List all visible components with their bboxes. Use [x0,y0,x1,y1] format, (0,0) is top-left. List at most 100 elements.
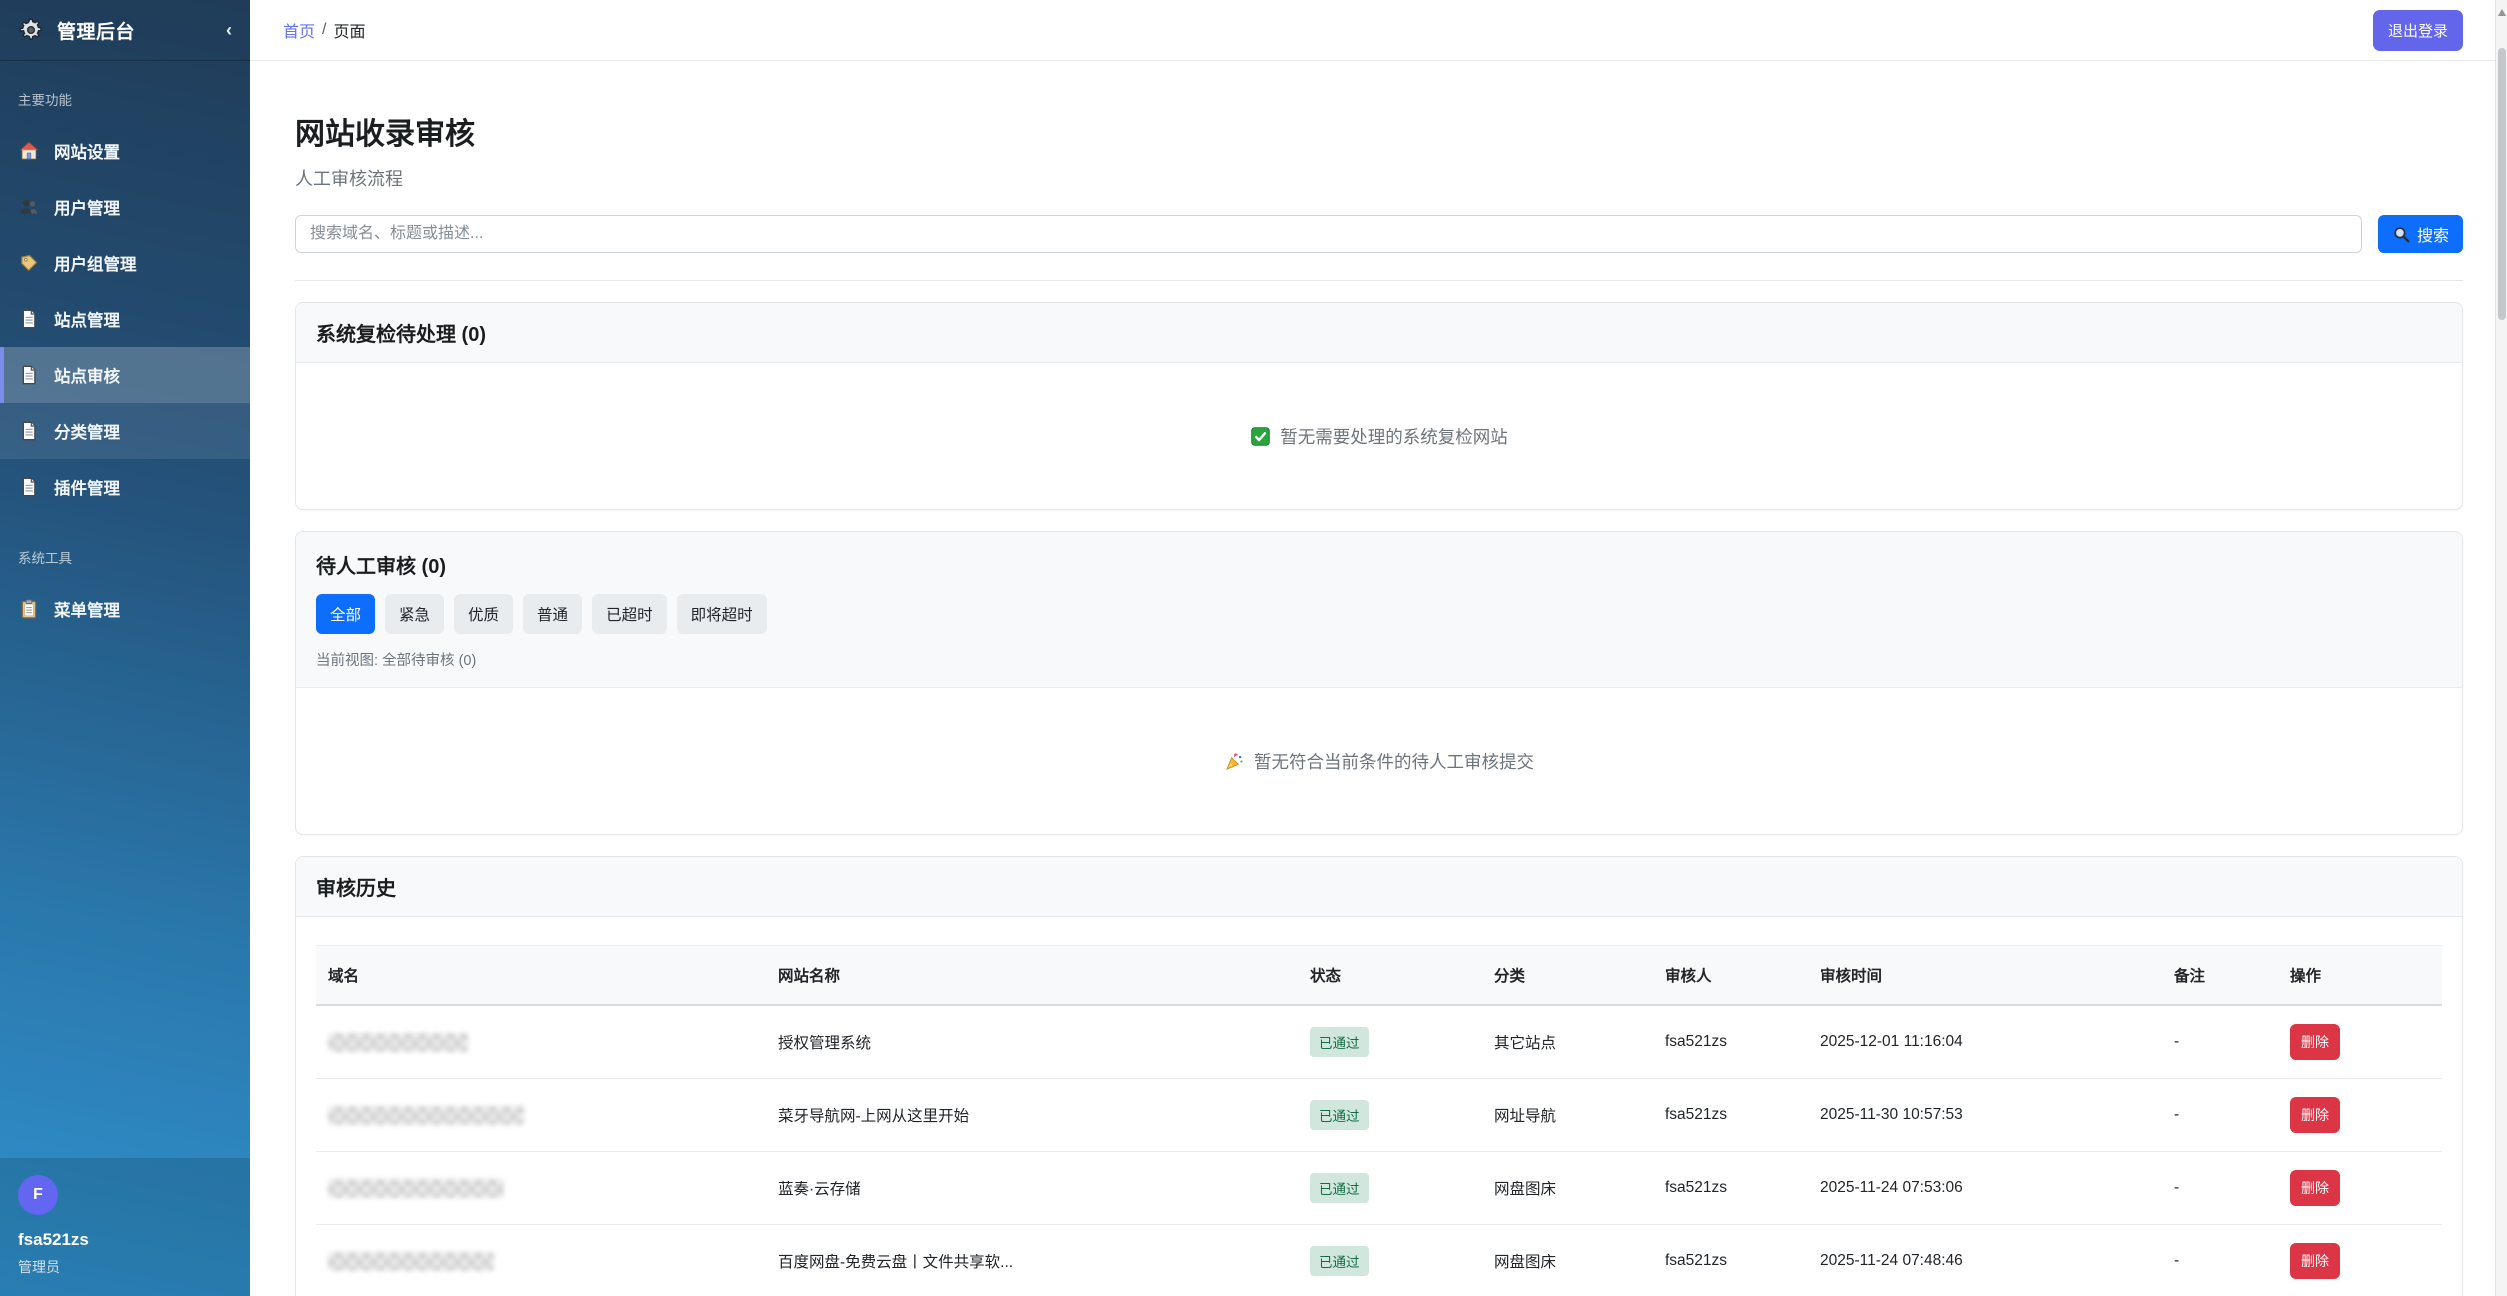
logout-button[interactable]: 退出登录 [2372,9,2463,51]
reviewer-cell: fsa521zs [1653,1151,1808,1225]
home-icon [18,140,40,162]
domain-blurred [328,1178,504,1198]
filter-chip-urgent[interactable]: 紧急 [385,594,445,634]
table-row: 授权管理系统 已通过 其它站点 fsa521zs 2025-12-01 11:16:04… [316,1005,2442,1079]
current-view-caption: 当前视图: 全部待审核 (0) [316,653,477,669]
status-badge: 已通过 [1310,1246,1369,1276]
recheck-empty-message: 暂无需要处理的系统复检网站 [1280,426,1508,447]
note-cell: - [2162,1078,2278,1152]
sidebar: 管理后台 ‹ 主要功能 网站设置 用户管理 用户组管理 站点管理 站点审核 分类管理 插件管理… [0,0,250,1296]
review-time-cell: 2025-12-01 11:16:04 [1808,1005,2162,1079]
search-icon [2392,225,2411,244]
party-popper-icon [1224,751,1245,772]
pending-review-card: 待人工审核 (0) 全部 紧急 优质 普通 已超时 即将超时 当前视图: 全部待审核 (0… [295,531,2463,835]
pending-card-header: 待人工审核 (0) 全部 紧急 优质 普通 已超时 即将超时 当前视图: 全部待审核 (0… [296,532,2462,688]
filter-chip-overdue[interactable]: 已超时 [592,594,667,634]
table-body: 授权管理系统 已通过 其它站点 fsa521zs 2025-12-01 11:16:04… [316,1005,2442,1296]
column-header: 域名 [316,945,766,1006]
review-time-cell: 2025-11-24 07:48:46 [1808,1224,2162,1296]
nav-group: 菜单管理 [0,581,250,637]
document-icon [18,420,40,442]
scrollbar-thumb[interactable] [2498,48,2506,320]
sidebar-item-site-management[interactable]: 站点管理 [0,291,250,347]
sidebar-item-site-review[interactable]: 站点审核 [0,347,250,403]
breadcrumb-current: 页面 [333,24,366,41]
document-icon [18,476,40,498]
reviewer-cell: fsa521zs [1653,1224,1808,1296]
recheck-card: 系统复检待处理 (0) 暂无需要处理的系统复检网站 [295,302,2463,510]
site-name: 菜牙导航网-上网从这里开始 [778,1108,970,1125]
delete-button[interactable]: 删除 [2290,1243,2340,1279]
pending-empty-state: 暂无符合当前条件的待人工审核提交 [296,688,2462,834]
sidebar-item-label: 网站设置 [54,144,120,162]
status-badge: 已通过 [1310,1100,1369,1130]
sidebar-item-website-settings[interactable]: 网站设置 [0,123,250,179]
user-role: 管理员 [18,1259,60,1275]
sidebar-item-label: 菜单管理 [54,602,120,620]
column-header: 分类 [1482,945,1653,1006]
sidebar-item-user-group-management[interactable]: 用户组管理 [0,235,250,291]
column-header: 操作 [2278,945,2442,1006]
site-name: 授权管理系统 [778,1035,872,1052]
avatar: F [18,1175,58,1215]
table-row: 百度网盘-免费云盘丨文件共享软... 已通过 网盘图床 fsa521zs 2025-11… [316,1224,2442,1296]
section-divider [295,280,2463,281]
category-cell: 其它站点 [1482,1005,1653,1079]
delete-button[interactable]: 删除 [2290,1170,2340,1206]
site-name: 蓝奏·云存储 [778,1181,861,1198]
recheck-card-header: 系统复检待处理 (0) [296,303,2462,363]
delete-button[interactable]: 删除 [2290,1024,2340,1060]
column-header: 审核人 [1653,945,1808,1006]
sidebar-item-category-management[interactable]: 分类管理 [0,403,250,459]
breadcrumb-separator: / [322,21,327,38]
search-input[interactable] [295,215,2362,253]
check-square-icon [1250,426,1271,447]
filter-chip-normal[interactable]: 普通 [523,594,583,634]
filter-chip-all[interactable]: 全部 [316,594,376,634]
scrollbar-up-arrow[interactable] [2498,9,2506,16]
clipboard-icon [18,598,40,620]
pending-empty-message: 暂无符合当前条件的待人工审核提交 [1254,751,1534,772]
topbar: 首页 / 页面 退出登录 [250,0,2507,61]
category-cell: 网盘图床 [1482,1224,1653,1296]
sidebar-item-user-management[interactable]: 用户管理 [0,179,250,235]
sidebar-collapse-button[interactable]: ‹ [226,20,232,40]
sidebar-item-label: 站点管理 [54,312,120,330]
delete-button[interactable]: 删除 [2290,1097,2340,1133]
review-time-cell: 2025-11-24 07:53:06 [1808,1151,2162,1225]
reviewer-cell: fsa521zs [1653,1078,1808,1152]
breadcrumb: 首页 / 页面 [283,18,365,42]
search-button[interactable]: 搜索 [2377,215,2463,253]
document-icon [18,308,40,330]
users-icon [18,196,40,218]
history-table-wrap: 域名 网站名称 状态 分类 审核人 审核时间 备注 操作 授权管理系统 已通过 其它站点 fsa52… [296,917,2462,1296]
recheck-empty-state: 暂无需要处理的系统复检网站 [296,363,2462,509]
sidebar-item-plugin-management[interactable]: 插件管理 [0,459,250,515]
domain-blurred [328,1032,468,1052]
category-cell: 网盘图床 [1482,1151,1653,1225]
sidebar-item-label: 站点审核 [54,368,120,386]
page-title: 网站收录审核 [295,118,475,151]
search-button-label: 搜索 [2416,228,2449,245]
note-cell: - [2162,1151,2278,1225]
filter-chips: 全部 紧急 优质 普通 已超时 即将超时 [316,594,2442,634]
table-row: 蓝奏·云存储 已通过 网盘图床 fsa521zs 2025-11-24 07:53:06… [316,1151,2442,1225]
nav-group: 网站设置用户管理用户组管理站点管理站点审核分类管理插件管理 [0,123,250,515]
sidebar-nav: 主要功能 网站设置 用户管理 用户组管理 站点管理 站点审核 分类管理 插件管理 系统工具 菜单管… [0,61,250,637]
tag-icon [18,252,40,274]
note-cell: - [2162,1224,2278,1296]
status-badge: 已通过 [1310,1173,1369,1203]
filter-chip-premium[interactable]: 优质 [454,594,514,634]
document-icon [18,364,40,386]
table-header-row: 域名 网站名称 状态 分类 审核人 审核时间 备注 操作 [316,945,2442,1006]
breadcrumb-home-link[interactable]: 首页 [283,24,316,41]
review-time-cell: 2025-11-30 10:57:53 [1808,1078,2162,1152]
sidebar-item-label: 插件管理 [54,480,120,498]
brand-title: 管理后台 [57,21,136,43]
sidebar-item-menu-management[interactable]: 菜单管理 [0,581,250,637]
note-cell: - [2162,1005,2278,1079]
search-row: 搜索 [295,215,2463,253]
sidebar-item-label: 用户组管理 [54,256,137,274]
reviewer-cell: fsa521zs [1653,1005,1808,1079]
filter-chip-soon-overdue[interactable]: 即将超时 [676,594,767,634]
